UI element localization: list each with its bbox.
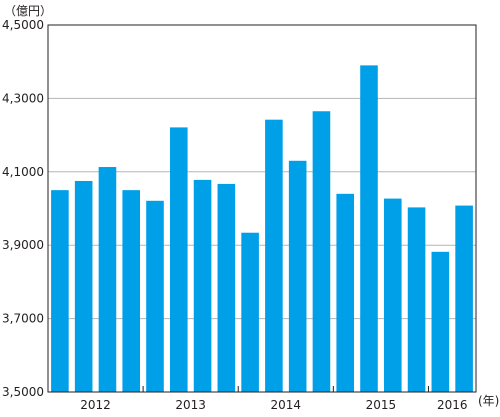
x-tick-label: 2014 <box>271 398 302 412</box>
bar <box>241 232 259 392</box>
x-axis-unit-label: (年) <box>478 394 500 408</box>
bar <box>288 160 307 392</box>
bar <box>431 251 450 392</box>
bar <box>74 180 93 392</box>
bar <box>193 179 212 392</box>
y-tick-label: 4,1000 <box>2 165 44 179</box>
bar <box>146 200 164 392</box>
bar <box>169 127 188 392</box>
bar <box>122 190 141 392</box>
bar <box>336 193 355 392</box>
bar <box>383 198 402 392</box>
y-axis-unit-label: （億円） <box>4 4 53 18</box>
x-tick-label: 2016 <box>437 398 468 412</box>
bar <box>217 183 236 392</box>
x-tick-label: 2012 <box>80 398 111 412</box>
y-tick-label: 4,5000 <box>2 18 44 32</box>
y-tick-label: 4,3000 <box>2 91 44 105</box>
bar <box>265 119 283 392</box>
y-tick-label: 3,9000 <box>2 238 44 252</box>
plot-frame <box>47 24 477 393</box>
bar <box>360 65 378 393</box>
x-tick-label: 2013 <box>175 398 206 412</box>
x-tick-label: 2015 <box>366 398 397 412</box>
bar <box>312 111 331 393</box>
bar <box>455 205 473 392</box>
y-tick-label: 3,5000 <box>2 385 44 399</box>
bar <box>407 207 426 392</box>
y-tick-label: 3,7000 <box>2 312 44 326</box>
bar <box>51 190 69 392</box>
bar <box>98 167 117 392</box>
